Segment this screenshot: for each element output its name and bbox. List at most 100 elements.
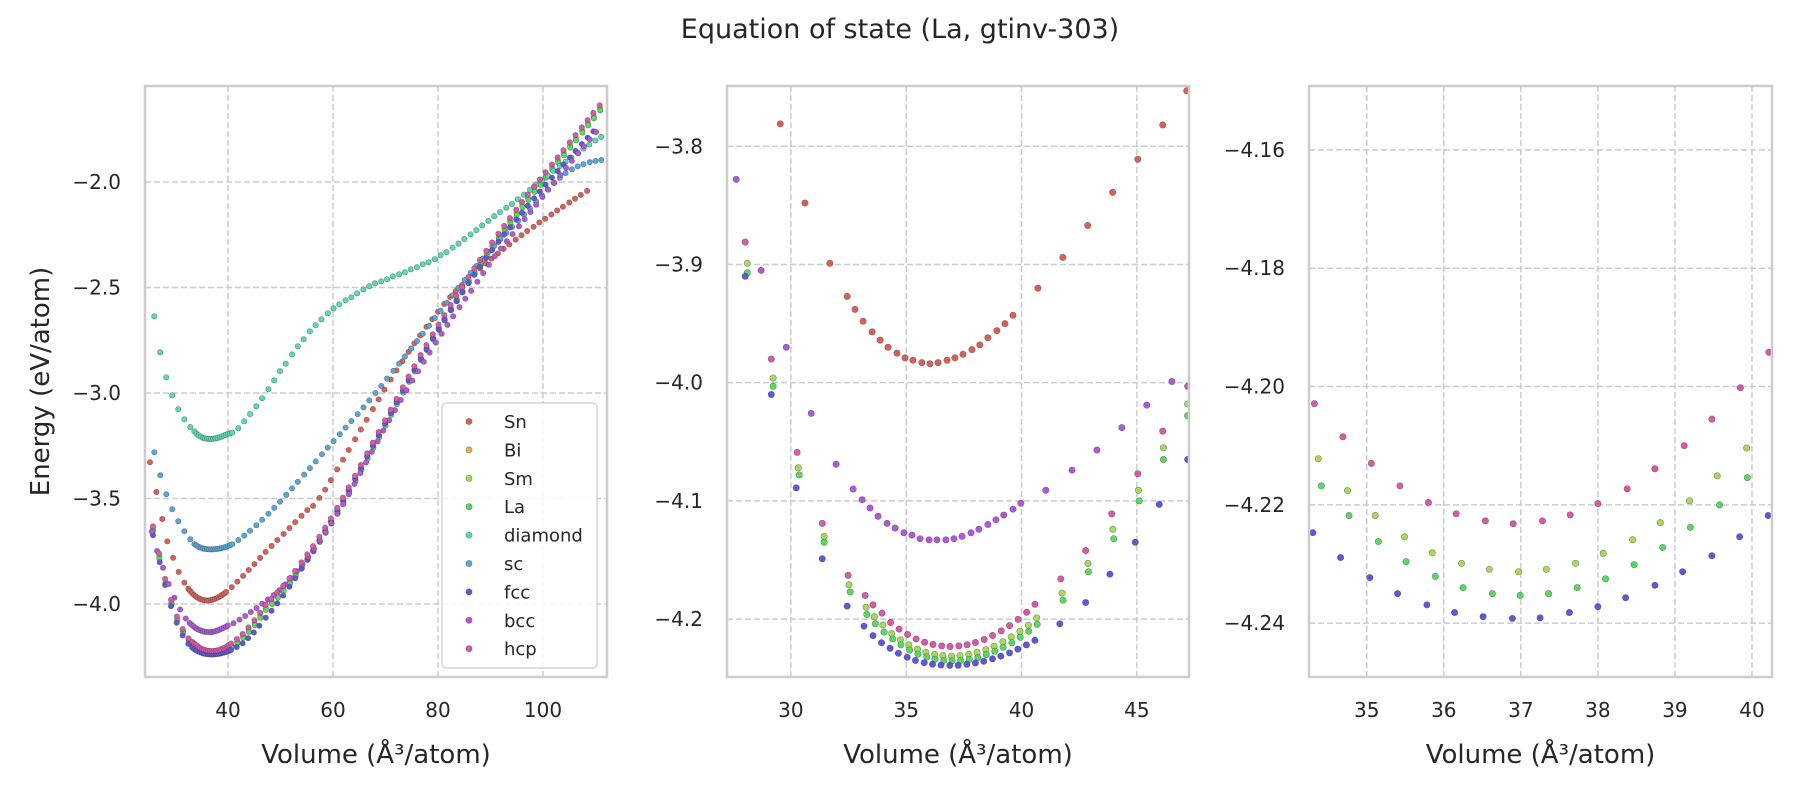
data-point-hcp [1452, 510, 1460, 518]
x-tick-label: 45 [1124, 698, 1149, 722]
legend-label: Sm [504, 469, 533, 490]
legend-label: hcp [504, 639, 537, 660]
data-point-bcc [593, 129, 600, 136]
data-point-hcp [286, 575, 293, 582]
data-point-bcc [967, 529, 975, 537]
data-point-sn [536, 219, 543, 226]
data-point-hcp [1339, 433, 1347, 441]
data-point-sm [794, 464, 802, 472]
data-point-hcp [844, 571, 852, 579]
data-point-bcc [557, 172, 564, 179]
data-point-hcp [173, 613, 180, 620]
data-point-la [1431, 572, 1439, 580]
data-point-fcc [818, 555, 826, 563]
data-point-fcc [1508, 614, 1516, 622]
data-point-sn [164, 538, 171, 545]
data-point-sc [390, 367, 397, 374]
data-point-fcc [1708, 552, 1716, 560]
data-point-bcc [984, 521, 992, 529]
data-point-la [1374, 538, 1382, 546]
data-point-fcc [459, 289, 466, 296]
data-point-sc [241, 532, 248, 539]
data-point-fcc [1309, 529, 1317, 537]
series-sm [1314, 415, 1772, 576]
subplot-2: 30 35 40 45 −3.8 −3.9 −4.0 −4.1 −4.2 Volume (Å³/a… [654, 84, 1191, 770]
data-point-diamond [330, 305, 337, 312]
data-point-sc [586, 159, 593, 166]
data-point-hcp [262, 601, 269, 608]
data-point-diamond [312, 322, 319, 329]
data-point-sc [253, 522, 260, 529]
data-point-sn [524, 227, 531, 234]
data-point-hcp [1014, 615, 1022, 623]
data-point-sn [1109, 188, 1117, 196]
data-point-sn [363, 416, 370, 423]
data-point-hcp [1680, 442, 1688, 450]
data-point-fcc [1014, 645, 1022, 653]
data-point-sn [584, 187, 591, 194]
data-point-bcc [580, 143, 587, 150]
data-point-sm [845, 581, 853, 589]
data-point-hcp [239, 630, 246, 637]
data-point-hcp [233, 636, 240, 643]
data-point-diamond [389, 273, 396, 280]
data-point-la [880, 628, 888, 636]
data-point-fcc [483, 254, 490, 261]
data-point-diamond [336, 301, 343, 308]
data-point-sn [893, 349, 901, 357]
data-point-diamond [360, 286, 367, 293]
data-point-hcp [471, 265, 478, 272]
data-point-sn [976, 341, 984, 349]
data-point-sc [318, 451, 325, 458]
data-point-hcp [476, 256, 483, 263]
data-point-sn [548, 211, 555, 218]
data-point-bcc [456, 304, 463, 311]
legend-marker [465, 503, 473, 511]
data-point-sm [1599, 549, 1607, 557]
data-point-la [1602, 575, 1610, 583]
data-points [1309, 348, 1772, 622]
data-point-sc [348, 418, 355, 425]
data-point-diamond [324, 310, 331, 317]
data-point-sm [1743, 444, 1751, 452]
data-point-hcp [1134, 470, 1142, 478]
x-tick-label: 35 [893, 698, 918, 722]
data-point-hcp [1736, 384, 1744, 392]
data-point-bcc [432, 339, 439, 346]
data-point-fcc [233, 644, 240, 651]
data-point-fcc [465, 280, 472, 287]
data-point-fcc [946, 661, 954, 669]
data-point-diamond [413, 264, 420, 271]
data-point-sc [372, 389, 379, 396]
data-point-la [1345, 511, 1353, 519]
data-point-bcc [363, 459, 370, 466]
data-point-sn [228, 584, 235, 591]
data-point-diamond [300, 336, 307, 343]
data-point-hcp [156, 550, 163, 557]
data-point-bcc [426, 349, 433, 356]
data-point-hcp [352, 472, 359, 479]
data-point-hcp [554, 154, 561, 161]
data-point-sc [163, 491, 170, 498]
data-point-sc [247, 527, 254, 534]
series-sm [743, 259, 1189, 660]
data-point-fcc [894, 649, 902, 657]
data-point-sn [993, 327, 1001, 335]
x-tick-label: 37 [1508, 698, 1533, 722]
data-point-bcc [1093, 446, 1101, 454]
data-point-sm [1629, 536, 1637, 544]
data-point-la [1659, 543, 1667, 551]
data-point-sm [1314, 455, 1322, 463]
data-point-sm [1371, 511, 1379, 519]
data-point-bcc [958, 532, 966, 540]
data-point-fcc [937, 661, 945, 669]
data-point-sn [530, 223, 537, 230]
data-point-bcc [415, 368, 422, 375]
data-point-bcc [247, 609, 254, 616]
data-point-hcp [921, 638, 929, 646]
data-point-sc [431, 315, 438, 322]
data-point-hcp [268, 595, 275, 602]
data-point-bcc [236, 616, 243, 623]
legend-label: La [504, 497, 525, 518]
legend-item-bi: Bi [465, 440, 521, 461]
